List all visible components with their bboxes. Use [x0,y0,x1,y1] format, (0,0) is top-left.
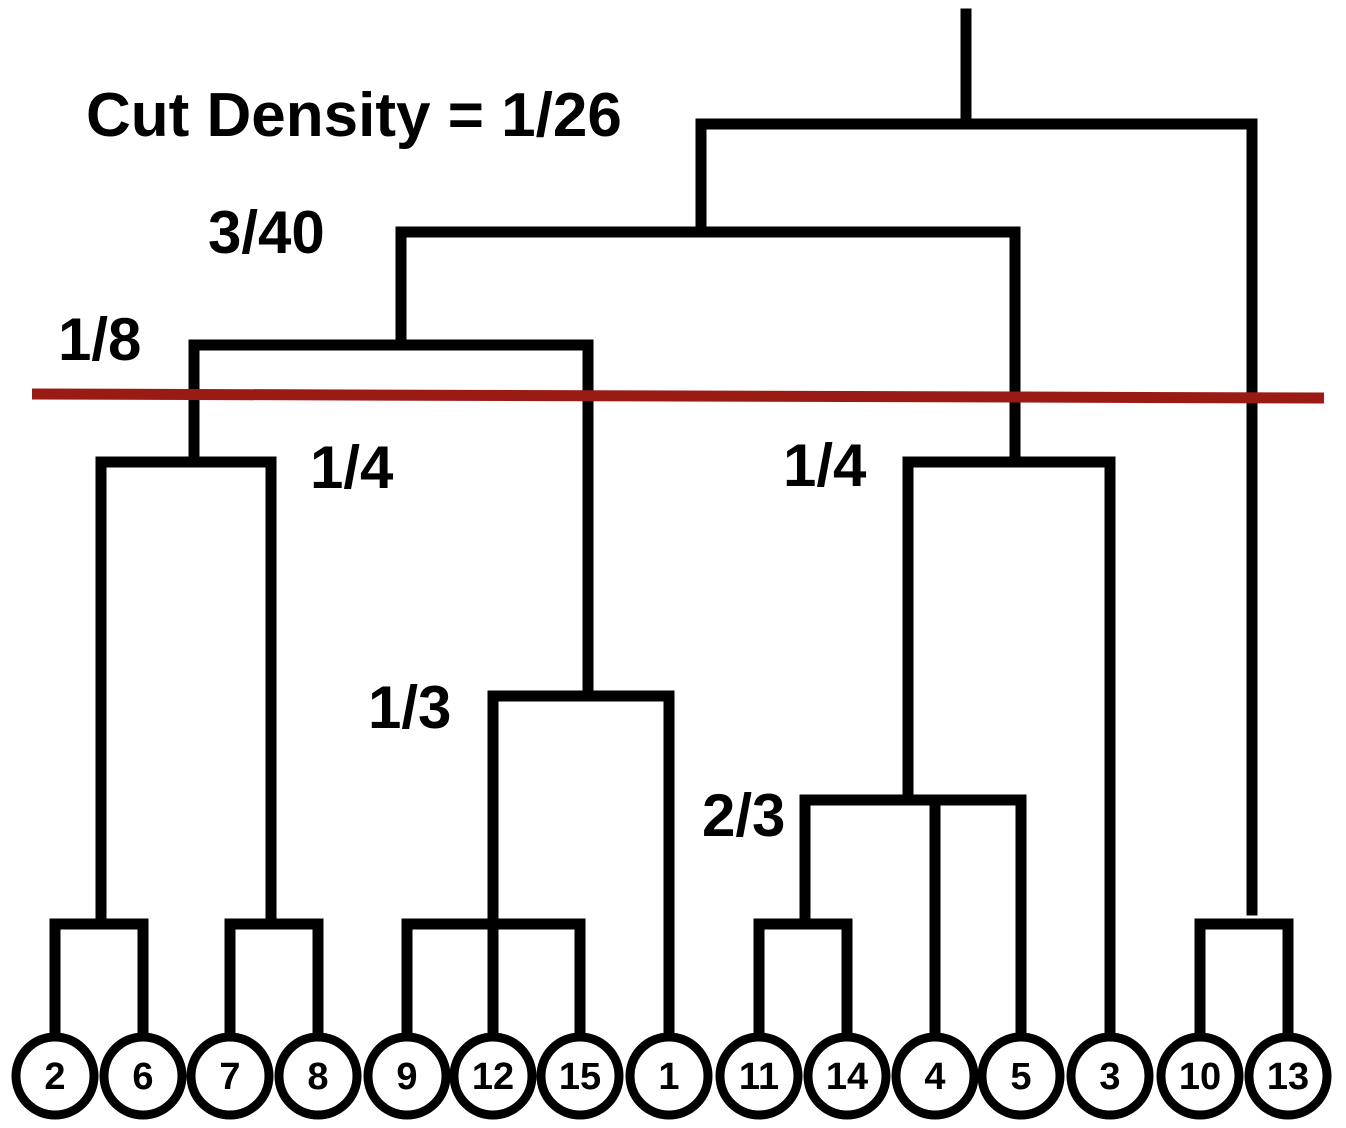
leaf-node-1: 1 [625,1032,713,1120]
leaf-circle [449,1032,537,1120]
leaf-node-5: 5 [977,1032,1065,1120]
cut-density-title: Cut Density = 1/26 [86,81,622,150]
root-split [695,118,1258,916]
leaf-circle [99,1032,187,1120]
node-1-8-split [188,339,594,696]
leaf-circle [11,1032,99,1120]
leaf-circle [536,1032,624,1120]
leaf-node-15: 15 [536,1032,624,1120]
leaf-label: 10 [1179,1056,1221,1098]
leaf-label: 12 [472,1056,514,1098]
leaf-circle [891,1032,979,1120]
label-1-3: 1/3 [368,674,451,741]
leaf-label: 8 [307,1056,328,1098]
leaf-circle [363,1032,451,1120]
leaf-circle [274,1032,362,1120]
leaf-circle [715,1032,803,1120]
leaf-label: 5 [1010,1056,1031,1098]
leaf-circle [1066,1032,1154,1120]
node-3-40-split [395,226,1021,464]
leaf-label: 11 [739,1056,779,1098]
leaf-label: 2 [44,1056,65,1098]
leaf-label: 13 [1267,1056,1309,1098]
leaf-node-10: 10 [1156,1032,1244,1120]
node-1-4-right-split [902,456,1116,1042]
dendrogram-edges [49,8,1294,1042]
node-1-4-left-split [95,456,277,920]
leaf-node-8: 8 [274,1032,362,1120]
leaf-node-6: 6 [99,1032,187,1120]
leaf-label: 6 [132,1056,153,1098]
leaf-circle [803,1032,891,1120]
leaf-node-4: 4 [891,1032,979,1120]
leaf-label: 1 [658,1056,679,1098]
leaf-label: 14 [826,1056,868,1098]
node-1-3-split [487,690,675,1042]
pair-10-13 [1194,918,1294,1042]
cut-line [31,388,1325,404]
leaf-label: 15 [559,1056,601,1098]
leaf-circle [186,1032,274,1120]
leaf-nodes: 2 6 7 8 9 12 15 1 11 14 4 5 3 10 13 [11,1032,1332,1120]
leaf-node-3: 3 [1066,1032,1154,1120]
leaf-circle [1244,1032,1332,1120]
leaf-label: 7 [219,1056,240,1098]
label-1-8: 1/8 [58,306,141,373]
leaf-node-14: 14 [803,1032,891,1120]
pair-2-6 [49,918,149,1042]
label-2-3: 2/3 [702,782,785,849]
node-2-3-split [799,794,1027,1042]
leaf-node-7: 7 [186,1032,274,1120]
leaf-label: 9 [396,1056,417,1098]
leaf-node-11: 11 [715,1032,803,1120]
leaf-circle [977,1032,1065,1120]
label-1-4-left: 1/4 [310,434,394,501]
leaf-label: 4 [924,1056,945,1098]
pair-11-14 [753,918,853,1042]
label-1-4-right: 1/4 [783,432,867,499]
leaf-node-9: 9 [363,1032,451,1120]
leaf-label: 3 [1099,1056,1120,1098]
leaf-node-13: 13 [1244,1032,1332,1120]
leaf-node-2: 2 [11,1032,99,1120]
leaf-circle [1156,1032,1244,1120]
label-3-40: 3/40 [208,199,325,266]
pair-7-8 [224,918,324,1042]
leaf-circle [625,1032,713,1120]
leaf-node-12: 12 [449,1032,537,1120]
